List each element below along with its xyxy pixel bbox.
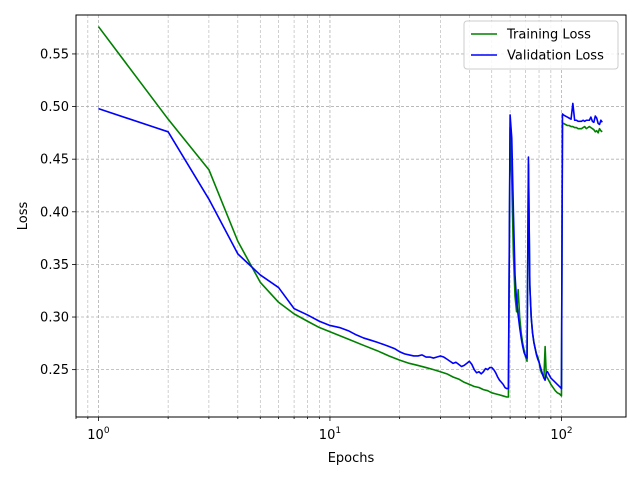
y-tick-label: 0.45	[40, 153, 69, 168]
x-tick-exponent: 2	[567, 426, 573, 436]
legend-box	[463, 20, 619, 70]
series-line-validation-loss	[98, 102, 603, 390]
y-tick-label: 0.35	[40, 258, 69, 273]
y-tick-label: 0.55	[40, 47, 69, 62]
x-tick-base: 10	[87, 428, 104, 443]
x-tick-exponent: 0	[104, 426, 110, 436]
y-tick-label: 0.40	[40, 205, 69, 220]
x-tick-label: 101	[319, 426, 341, 443]
x-tick-base: 10	[319, 428, 336, 443]
x-tick-label: 100	[87, 426, 110, 443]
y-tick-label: 0.50	[40, 100, 69, 115]
x-axis-label: Epochs	[328, 451, 375, 466]
grid	[75, 15, 626, 417]
y-tick-label: 0.30	[40, 311, 69, 326]
legend: Training Loss Validation Loss	[463, 20, 619, 70]
x-tick-label: 102	[550, 426, 572, 443]
y-tick-label: 0.25	[40, 363, 69, 378]
plot-lines	[97, 26, 603, 398]
plot-frame	[75, 14, 627, 418]
x-tick-base: 10	[550, 428, 567, 443]
x-tick-exponent: 1	[335, 426, 341, 436]
legend-label: Training Loss	[506, 28, 591, 43]
y-axis-label: Loss	[16, 202, 31, 231]
legend-label: Validation Loss	[507, 49, 604, 64]
